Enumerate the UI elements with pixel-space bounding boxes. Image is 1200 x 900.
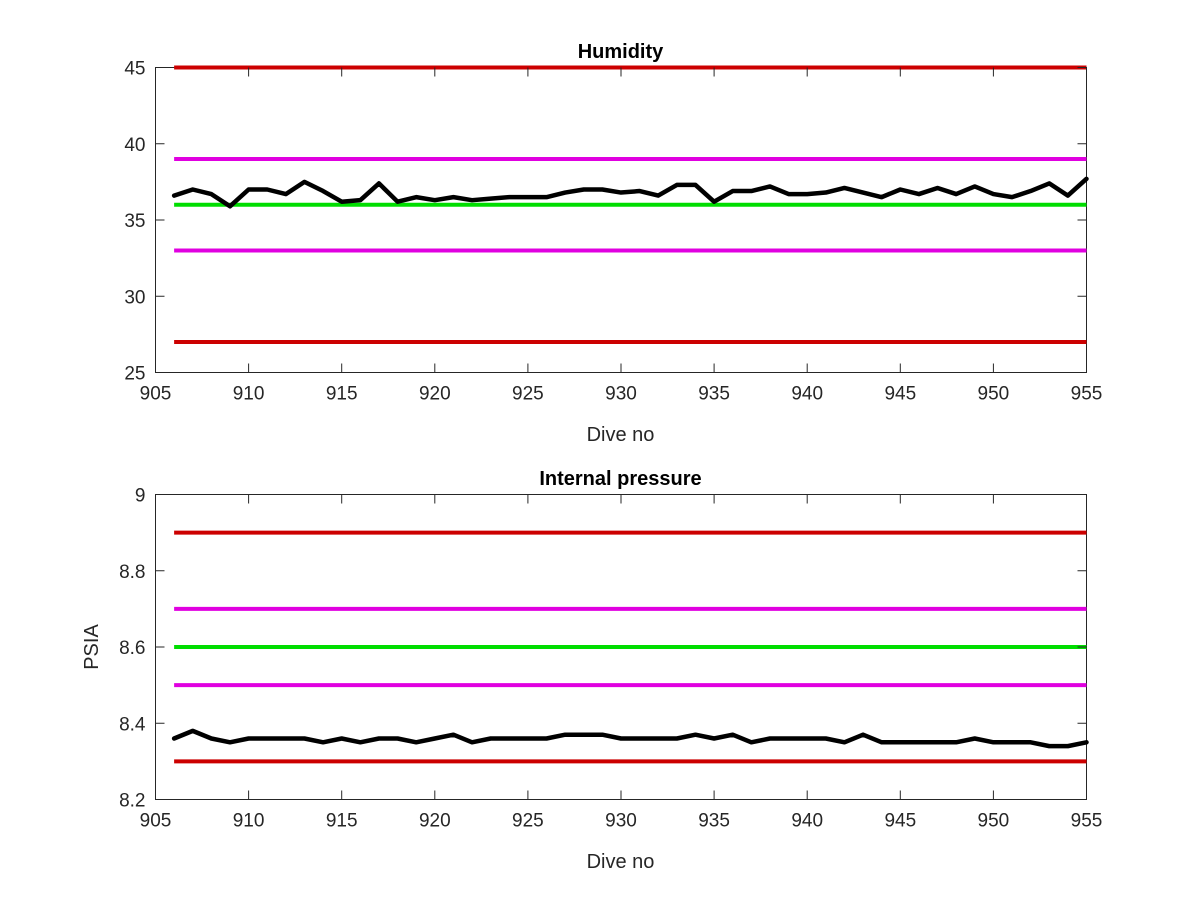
pressure-x-tick-label: 925 [512,811,544,832]
pressure-data-series [171,728,1089,749]
humidity-reference-lines [174,65,1087,344]
pressure-x-tick-label: 950 [978,811,1010,832]
humidity-y-tick-label: 30 [124,287,145,308]
humidity-x-tick-label: 925 [512,384,544,405]
pressure-x-ticks: 905 910 915 920 925 930 935 940 945 950 955 [140,494,1103,832]
humidity-x-tick-label: 905 [140,384,172,405]
pressure-x-tick-label: 935 [698,811,730,832]
pressure-reference-lines [174,530,1087,764]
pressure-y-tick-label: 8.6 [119,638,145,659]
pressure-y-ticks: 8.2 8.4 8.6 8.8 9 [119,486,1087,812]
humidity-data-series [171,176,1089,209]
humidity-y-tick-label: 25 [124,364,145,385]
pressure-x-tick-label: 915 [326,811,358,832]
humidity-y-tick-label: 35 [124,211,145,232]
humidity-x-tick-label: 920 [419,384,451,405]
humidity-chart: 905 910 915 920 925 930 935 940 945 950 955 25 30 35… [124,41,1102,446]
humidity-y-tick-label: 40 [124,135,145,156]
pressure-x-axis-label: Dive no [587,851,655,873]
humidity-plot-area [155,67,1087,373]
pressure-x-tick-label: 920 [419,811,451,832]
humidity-y-ticks: 25 30 35 40 45 [124,59,1087,385]
pressure-x-tick-label: 955 [1071,811,1103,832]
pressure-y-tick-label: 9 [135,486,146,507]
pressure-y-tick-label: 8.8 [119,562,145,583]
pressure-x-tick-label: 945 [884,811,916,832]
humidity-data-line [171,176,1089,209]
humidity-x-tick-label: 940 [791,384,823,405]
pressure-x-tick-label: 910 [233,811,265,832]
humidity-x-tick-label: 910 [233,384,265,405]
pressure-y-tick-label: 8.2 [119,791,145,812]
humidity-x-tick-label: 935 [698,384,730,405]
humidity-y-tick-label: 45 [124,59,145,80]
pressure-x-tick-label: 905 [140,811,172,832]
humidity-chart-title: Humidity [578,41,664,63]
internal-pressure-chart: 905 910 915 920 925 930 935 940 945 950 955 8.2 8.4… [81,468,1102,873]
humidity-x-tick-label: 950 [978,384,1010,405]
humidity-x-axis-label: Dive no [587,424,655,446]
humidity-x-ticks: 905 910 915 920 925 930 935 940 945 950 955 [140,67,1103,405]
pressure-x-tick-label: 940 [791,811,823,832]
pressure-y-tick-label: 8.4 [119,714,146,735]
pressure-chart-title: Internal pressure [539,468,701,490]
humidity-x-tick-label: 915 [326,384,358,405]
pressure-y-axis-label: PSIA [81,624,103,670]
humidity-x-tick-label: 930 [605,384,637,405]
pressure-data-line [171,728,1089,749]
humidity-x-tick-label: 945 [884,384,916,405]
humidity-x-tick-label: 955 [1071,384,1103,405]
pressure-x-tick-label: 930 [605,811,637,832]
